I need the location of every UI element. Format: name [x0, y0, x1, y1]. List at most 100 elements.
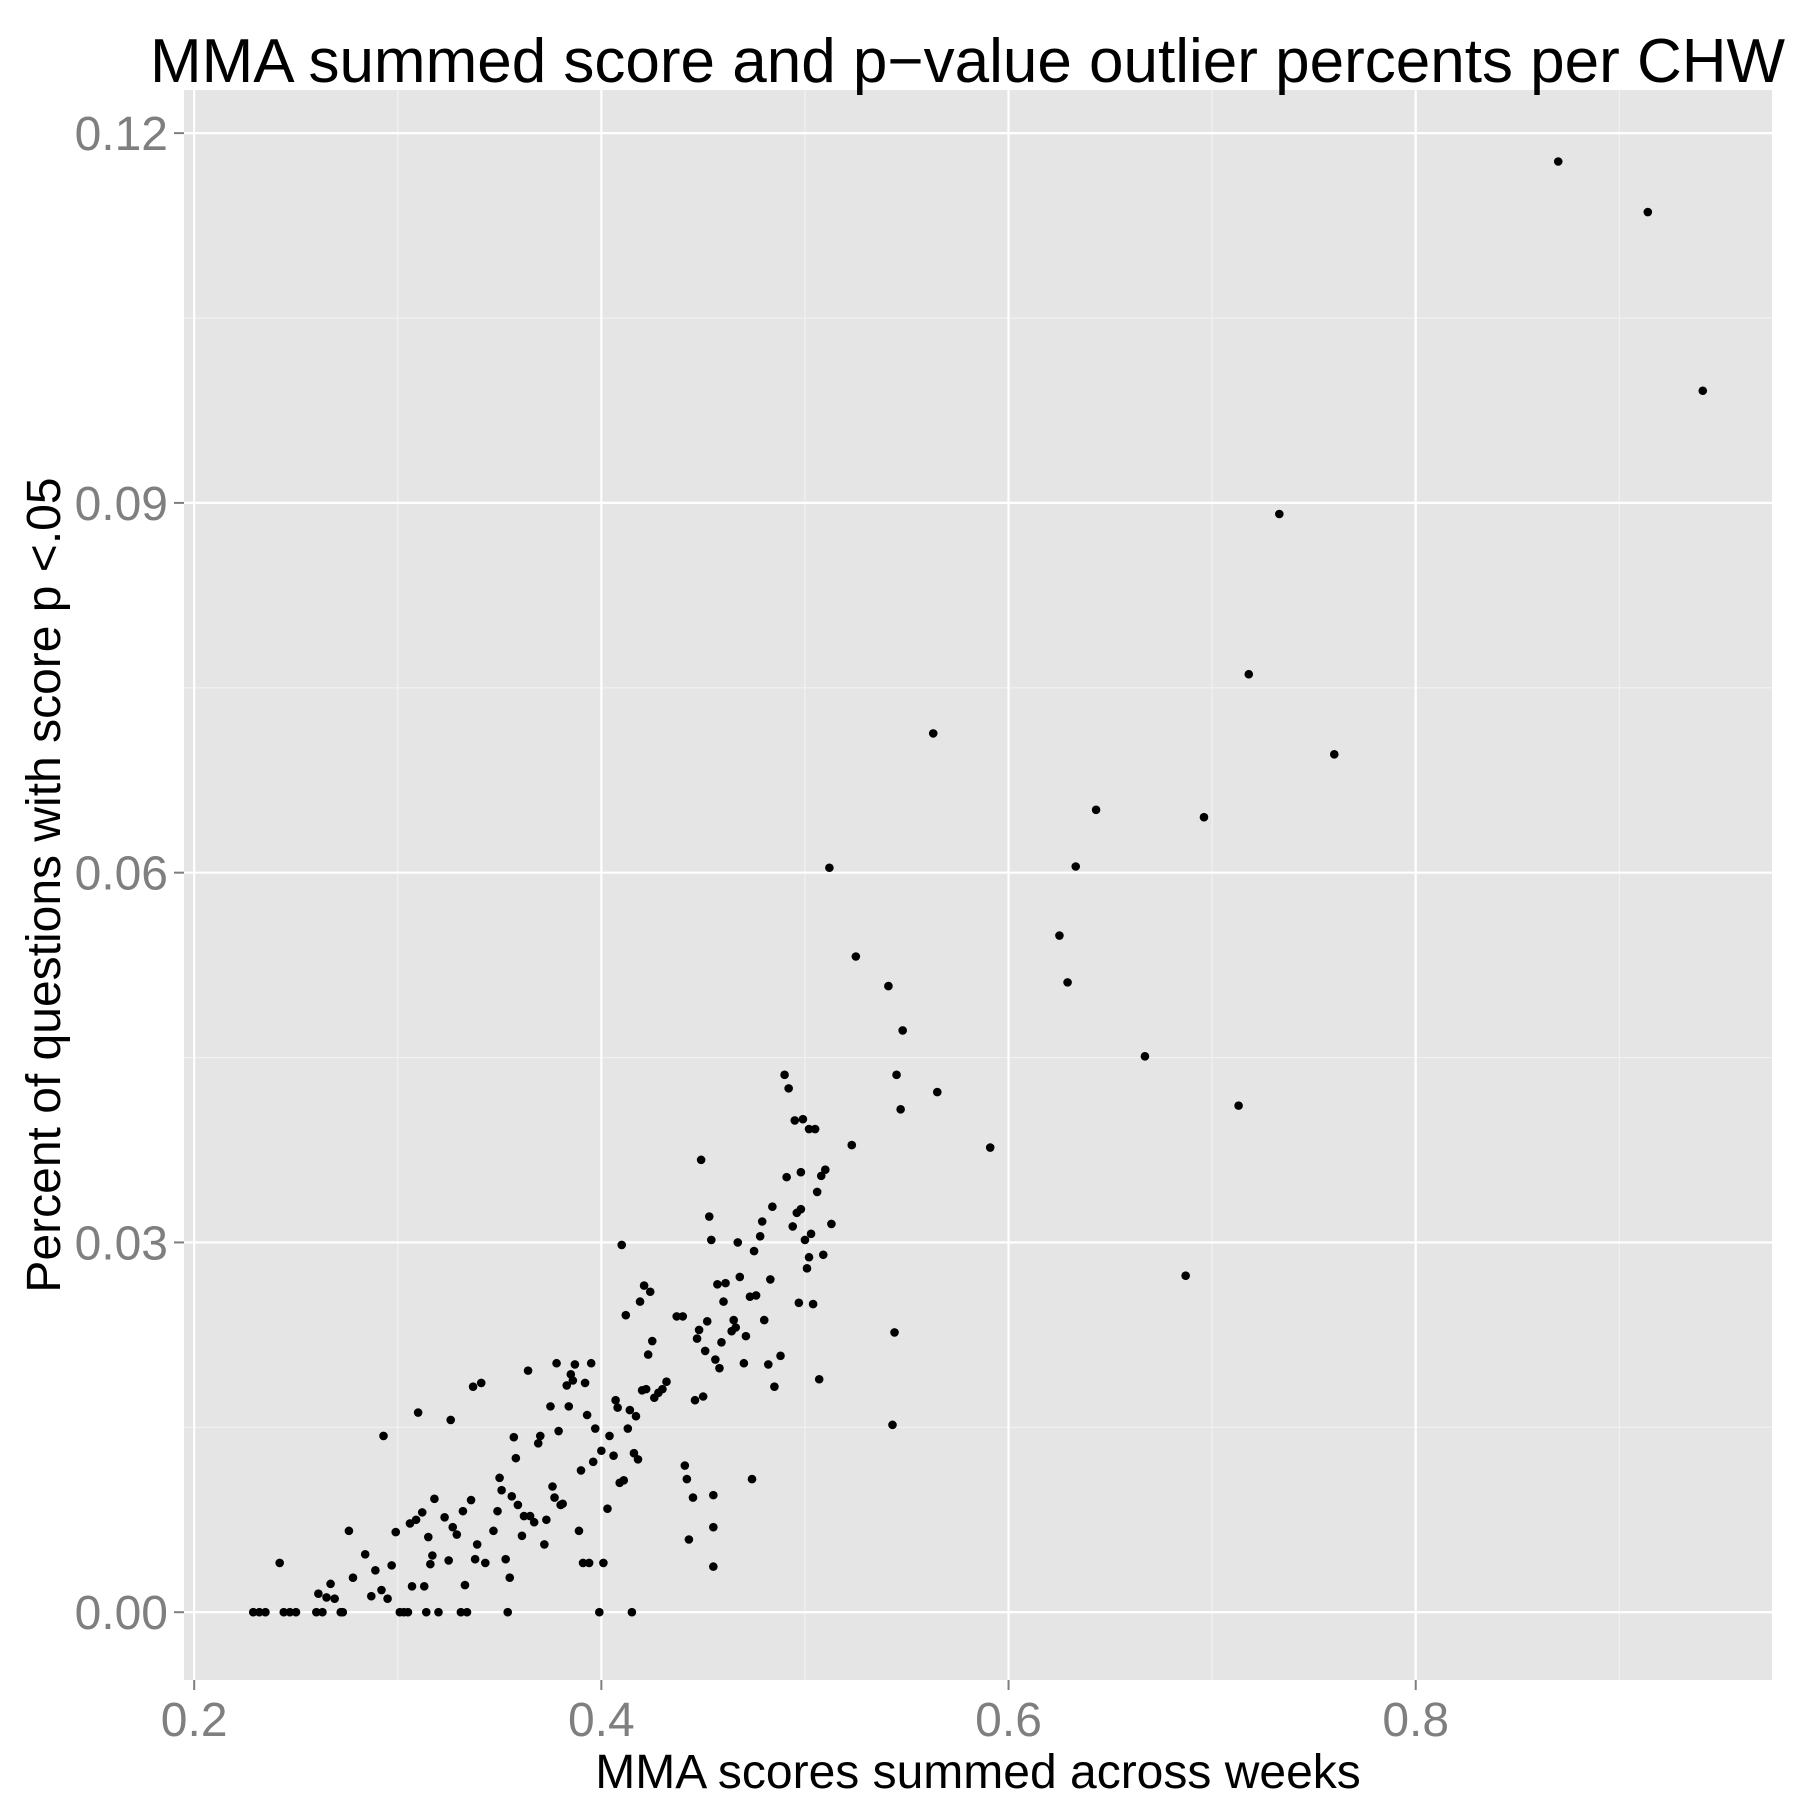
data-point [662, 1377, 671, 1387]
data-point [688, 1493, 698, 1502]
data-point [430, 1494, 439, 1504]
y-tick-label: 0.03 [75, 1217, 168, 1270]
data-point [456, 1607, 466, 1617]
data-point [452, 1530, 462, 1539]
y-tick-label: 0.00 [75, 1587, 168, 1640]
data-point [814, 1374, 824, 1384]
data-point [578, 1558, 588, 1568]
data-point [696, 1155, 706, 1165]
data-point [804, 1124, 814, 1134]
data-point [285, 1607, 295, 1617]
data-point [709, 1562, 718, 1571]
data-point [1643, 207, 1653, 217]
data-point [1275, 509, 1284, 519]
data-point [641, 1384, 651, 1394]
data-point [709, 1490, 718, 1500]
y-axis-label: Percent of questions with score p <.05 [18, 477, 71, 1292]
data-point [466, 1495, 476, 1505]
data-point [291, 1607, 301, 1617]
data-point [411, 1515, 421, 1525]
data-point [542, 1515, 551, 1525]
y-tick-labels: 0.00 0.03 0.06 0.09 0.12 [75, 108, 168, 1640]
data-point [595, 1607, 604, 1617]
data-point [360, 1549, 370, 1559]
chart-title: MMA summed score and p−value outlier per… [150, 27, 1786, 96]
data-point [348, 1573, 358, 1582]
data-point [371, 1566, 380, 1575]
data-point [446, 1415, 456, 1425]
data-point [629, 1448, 639, 1458]
data-point [780, 1070, 789, 1080]
data-point [535, 1431, 545, 1441]
data-point [755, 1231, 765, 1241]
data-point [554, 1426, 563, 1436]
data-point [825, 863, 834, 873]
data-point [1329, 750, 1339, 759]
data-point [804, 1252, 814, 1262]
major-gridlines [184, 90, 1772, 1680]
data-point [892, 1070, 901, 1080]
data-point [1140, 1052, 1150, 1061]
data-point [326, 1579, 335, 1589]
data-point [548, 1482, 557, 1491]
data-point [322, 1593, 331, 1602]
data-point [568, 1376, 578, 1385]
data-point [684, 1535, 694, 1544]
y-tick-label: 0.12 [75, 108, 168, 161]
data-point [497, 1485, 506, 1495]
data-point [768, 1202, 777, 1211]
data-point [584, 1558, 594, 1568]
data-point [647, 1336, 657, 1346]
data-point [851, 952, 861, 961]
data-point [605, 1431, 614, 1441]
data-point [379, 1431, 388, 1441]
data-point [721, 1278, 730, 1288]
data-point [367, 1591, 376, 1601]
data-point [776, 1351, 785, 1361]
data-point [680, 1461, 690, 1470]
data-point [588, 1457, 598, 1467]
data-point [717, 1337, 726, 1347]
y-tick-label: 0.06 [75, 848, 168, 901]
data-point [747, 1474, 757, 1484]
data-point [574, 1526, 584, 1536]
data-point [1244, 669, 1254, 679]
data-point [639, 1281, 649, 1290]
data-point [403, 1607, 413, 1617]
data-point [985, 1143, 995, 1152]
data-point [932, 1087, 942, 1097]
data-point [619, 1476, 629, 1485]
data-point [540, 1540, 549, 1549]
data-point [700, 1346, 710, 1356]
x-tick-label: 0.8 [1382, 1694, 1449, 1747]
data-point [827, 1219, 836, 1229]
data-point [493, 1506, 502, 1516]
data-point [597, 1446, 606, 1456]
data-point [312, 1607, 321, 1617]
data-point [709, 1522, 718, 1532]
data-point [590, 1424, 600, 1433]
data-point [444, 1556, 453, 1565]
data-points [248, 157, 1708, 1617]
data-point [462, 1607, 472, 1617]
data-point [387, 1561, 396, 1570]
data-point [631, 1411, 641, 1421]
data-point [434, 1607, 443, 1617]
data-point [635, 1297, 645, 1306]
data-point [617, 1240, 627, 1250]
data-point [476, 1378, 486, 1388]
data-point [896, 1105, 905, 1114]
data-point [633, 1455, 643, 1464]
data-point [1199, 812, 1209, 822]
data-point [428, 1551, 437, 1560]
data-point [472, 1540, 482, 1549]
data-point [275, 1558, 284, 1568]
data-point [782, 1172, 791, 1182]
data-point [580, 1378, 590, 1388]
data-point [529, 1517, 539, 1527]
data-point [517, 1531, 527, 1541]
data-point [808, 1299, 818, 1309]
data-point [507, 1492, 517, 1501]
data-point [611, 1395, 620, 1405]
